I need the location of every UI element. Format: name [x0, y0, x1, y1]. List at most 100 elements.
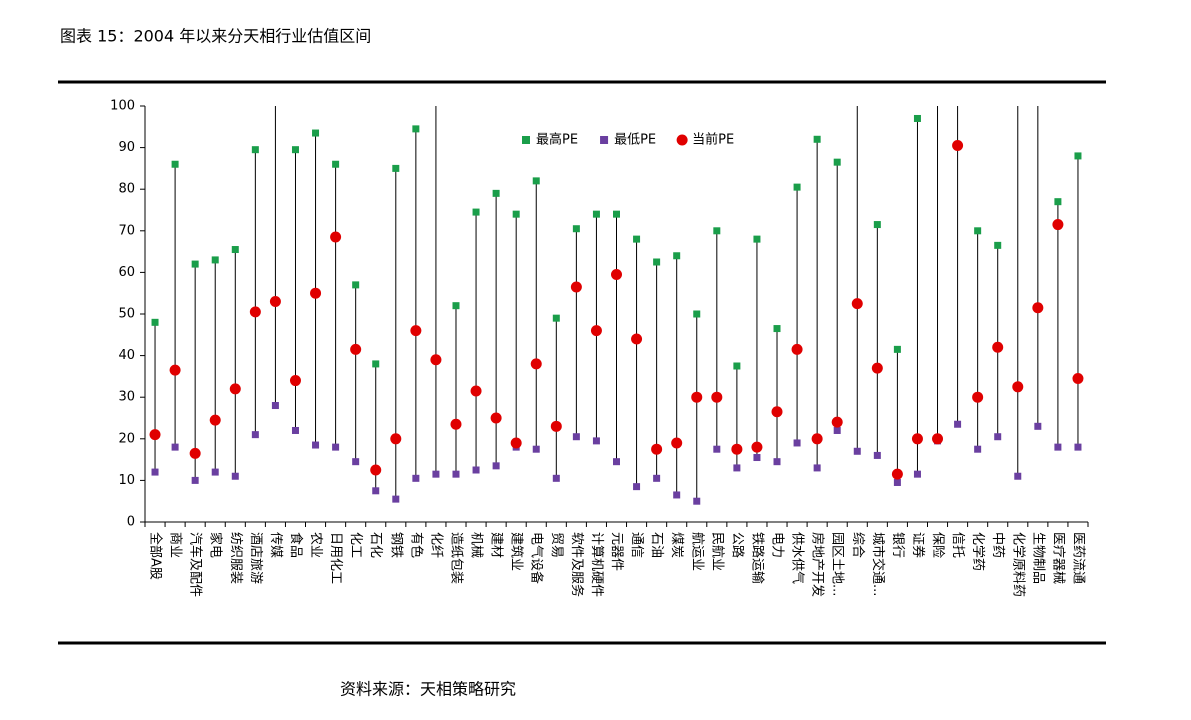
x-tick-label: 石化 — [368, 532, 383, 558]
x-tick-label: 全部A股 — [148, 532, 164, 580]
current-marker — [510, 437, 522, 449]
range-marker — [913, 470, 921, 478]
range-marker — [271, 402, 279, 410]
range-marker — [873, 221, 881, 229]
y-tick-label: 50 — [118, 307, 135, 322]
legend-label: 最高PE — [536, 132, 578, 148]
x-tick-label: 电气设备 — [529, 532, 545, 584]
chart-title: 图表 15：2004 年以来分天相行业估值区间 — [60, 27, 371, 46]
y-tick-label: 60 — [118, 265, 135, 280]
range-marker — [1054, 443, 1062, 451]
range-marker — [272, 19, 279, 26]
current-marker — [611, 268, 622, 280]
range-marker — [392, 164, 400, 172]
x-tick-label: 农业 — [308, 532, 323, 558]
range-marker — [693, 310, 701, 318]
x-tick-label: 商业 — [168, 532, 183, 558]
range-marker — [392, 495, 400, 503]
legend-marker — [600, 136, 609, 144]
range-marker — [312, 441, 320, 449]
range-marker — [633, 235, 641, 243]
range-marker — [572, 433, 580, 441]
range-marker — [954, 420, 962, 428]
x-tick-label: 银行 — [890, 532, 905, 558]
current-marker — [771, 406, 783, 418]
range-marker — [653, 474, 661, 482]
x-tick-label: 城市交通... — [870, 532, 886, 596]
range-marker — [432, 19, 439, 26]
current-marker — [269, 296, 281, 308]
current-marker — [651, 443, 663, 455]
x-tick-label: 贸易 — [549, 532, 564, 558]
x-tick-label: 元器件 — [609, 532, 624, 571]
range-marker — [432, 470, 440, 478]
range-marker — [913, 114, 921, 122]
x-tick-label: 化学药 — [970, 532, 986, 571]
range-marker — [372, 487, 380, 495]
range-marker — [713, 445, 721, 453]
range-marker — [693, 497, 701, 505]
range-marker — [713, 227, 721, 235]
current-marker — [952, 140, 964, 152]
range-marker — [412, 474, 420, 482]
current-marker — [450, 418, 462, 430]
legend-marker — [676, 134, 688, 146]
current-marker — [811, 433, 823, 445]
range-marker — [251, 146, 259, 154]
range-marker — [151, 318, 159, 326]
range-marker — [1034, 19, 1041, 26]
range-marker — [291, 146, 299, 154]
current-marker — [1032, 302, 1044, 314]
x-tick-label: 公路 — [729, 532, 745, 558]
range-marker — [954, 19, 961, 26]
x-tick-label: 医药流通 — [1070, 532, 1085, 584]
range-marker — [813, 464, 821, 472]
x-tick-label: 建筑业 — [509, 532, 525, 571]
range-marker — [231, 472, 239, 480]
range-marker — [552, 314, 560, 322]
y-tick-label: 40 — [118, 348, 135, 363]
source: 资料来源：天相策略研究 — [340, 680, 516, 699]
range-marker — [412, 125, 420, 133]
current-marker — [490, 412, 502, 424]
range-marker — [773, 458, 781, 466]
y-tick-label: 90 — [118, 140, 135, 155]
current-marker — [249, 306, 261, 318]
range-marker — [1074, 443, 1082, 451]
range-marker — [1074, 152, 1082, 160]
x-tick-label: 中药 — [990, 532, 1005, 558]
current-marker — [289, 375, 301, 387]
current-marker — [671, 437, 683, 449]
x-tick-label: 传媒 — [268, 532, 283, 558]
range-marker — [592, 210, 600, 218]
range-marker — [613, 210, 620, 218]
x-tick-label: 汽车及配件 — [188, 532, 204, 597]
range-marker — [733, 464, 741, 472]
range-marker — [833, 158, 841, 166]
current-marker — [1012, 381, 1024, 393]
range-marker — [532, 445, 540, 453]
x-tick-label: 化纤 — [428, 532, 443, 558]
range-marker — [332, 443, 340, 451]
current-marker — [530, 358, 542, 370]
current-marker — [731, 443, 743, 455]
x-tick-label: 计算机硬件 — [589, 532, 604, 597]
x-tick-label: 家电 — [208, 532, 224, 558]
current-marker — [791, 343, 803, 355]
range-marker — [873, 451, 881, 459]
plot — [149, 19, 1084, 505]
x-tick-label: 煤炭 — [669, 532, 684, 558]
range-marker — [773, 325, 781, 333]
current-marker — [390, 433, 402, 445]
current-marker — [330, 231, 342, 243]
x-tick-label: 医疗器械 — [1050, 532, 1065, 584]
current-marker — [310, 287, 322, 299]
range-marker — [1014, 19, 1021, 26]
x-tick-label: 通信 — [629, 532, 644, 558]
range-marker — [472, 466, 480, 474]
range-marker — [793, 183, 801, 191]
x-tick-label: 证券 — [910, 532, 926, 558]
range-marker — [332, 160, 340, 168]
y-tick-label: 70 — [118, 223, 135, 238]
